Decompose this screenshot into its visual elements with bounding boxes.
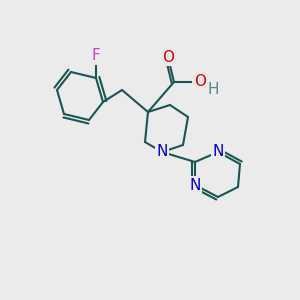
Text: H: H — [207, 82, 219, 98]
Text: N: N — [212, 145, 224, 160]
Text: N: N — [156, 145, 168, 160]
Text: O: O — [162, 50, 174, 64]
Text: O: O — [194, 74, 206, 89]
Text: F: F — [92, 49, 100, 64]
Text: N: N — [189, 178, 201, 193]
